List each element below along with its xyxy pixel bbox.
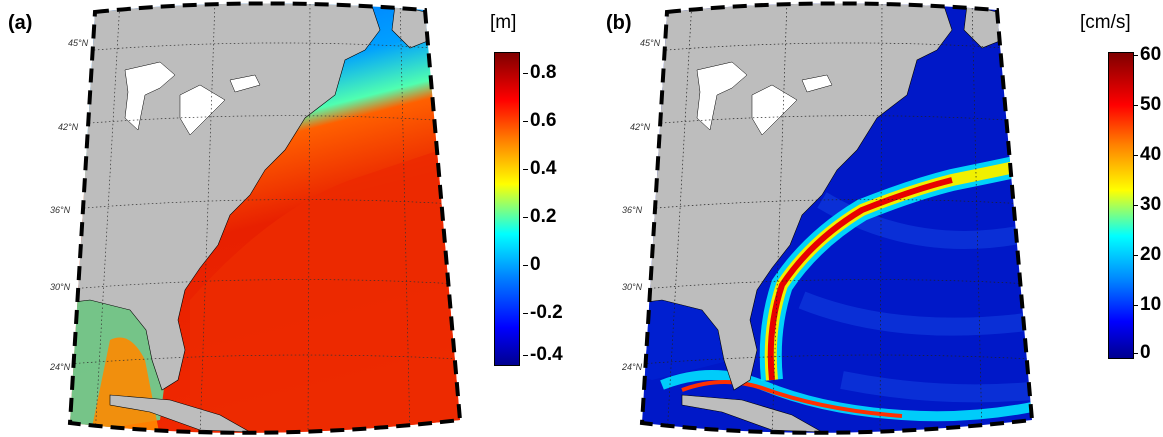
panel-b-tick: 20 bbox=[1132, 244, 1162, 265]
panel-b-lat-36: 36°N bbox=[622, 205, 643, 215]
panel-a-tick: 0.4 bbox=[522, 158, 557, 179]
panel-a-tick: -0.4 bbox=[523, 344, 563, 365]
panel-b-lat-45: 45°N bbox=[640, 38, 661, 48]
panel-a-tick: 0.2 bbox=[522, 206, 557, 227]
panel-a-colorbar bbox=[494, 52, 520, 366]
panel-b-newfoundland bbox=[963, 4, 1003, 49]
panel-a-lat-42: 42°N bbox=[58, 122, 79, 132]
panel-a-label: (a) bbox=[8, 12, 33, 34]
panel-a-tick: 0.6 bbox=[522, 110, 557, 131]
panel-a-lat-36: 36°N bbox=[50, 205, 71, 215]
panel-a-tick: -0.2 bbox=[523, 302, 563, 323]
panel-b-colorbar-ticks: 60 50 40 30 20 10 0 bbox=[1132, 44, 1162, 363]
panel-a-tick: 0.8 bbox=[522, 62, 557, 83]
panel-a-gulf-warm bbox=[90, 337, 160, 433]
panel-b-gulf-stream-core bbox=[767, 177, 953, 381]
panel-b-tick: 0 bbox=[1133, 342, 1151, 363]
panel-b-tick: 40 bbox=[1132, 144, 1162, 165]
panel-a-tick: 0 bbox=[523, 254, 541, 275]
panel-a-newfoundland bbox=[391, 4, 431, 49]
panel-a-colorbar-ticks: 0.8 0.6 0.4 0.2 0 -0.2 -0.4 bbox=[522, 52, 590, 365]
panel-b-map: 45°N 42°N 36°N 30°N 24°N bbox=[622, 1, 1035, 435]
panel-b-tick: 10 bbox=[1132, 294, 1162, 315]
panel-a-map: 45°N 42°N 36°N 30°N 24°N bbox=[50, 1, 463, 435]
panel-b-unit: [cm/s] bbox=[1080, 12, 1131, 33]
panel-a-great-lakes bbox=[124, 61, 261, 136]
panel-b-lat-42: 42°N bbox=[630, 122, 651, 132]
panel-b-tick: 30 bbox=[1132, 194, 1162, 215]
panel-b-great-lakes bbox=[696, 61, 833, 136]
panel-b-loop-current-core bbox=[681, 380, 903, 418]
panel-b-lat-30: 30°N bbox=[622, 282, 643, 292]
panel-b-colorbar bbox=[1108, 52, 1134, 359]
panel-b-tick: 50 bbox=[1132, 94, 1162, 115]
panel-b-lat-24: 24°N bbox=[622, 362, 643, 372]
panel-b-label: (b) bbox=[606, 12, 632, 34]
panel-a-lat-24: 24°N bbox=[50, 362, 71, 372]
panel-a-warm-region bbox=[190, 140, 460, 433]
panel-b-tick: 60 bbox=[1132, 44, 1162, 65]
panel-a-unit: [m] bbox=[490, 12, 517, 33]
panel-a-lat-45: 45°N bbox=[68, 38, 89, 48]
panel-a-lat-30: 30°N bbox=[50, 282, 71, 292]
